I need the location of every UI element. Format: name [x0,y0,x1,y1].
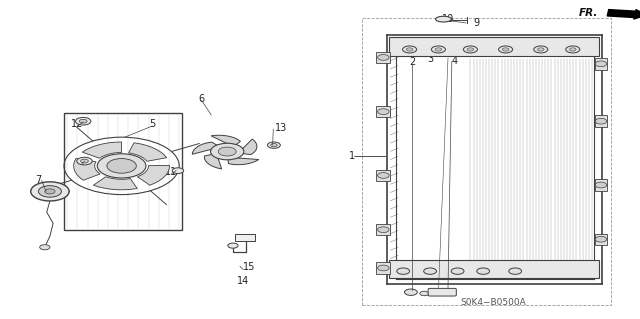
Circle shape [378,55,389,60]
Polygon shape [129,143,166,161]
Circle shape [463,46,477,53]
Circle shape [76,117,91,125]
Text: 1: 1 [349,151,355,161]
Bar [389,37,599,56]
Circle shape [403,46,417,53]
Ellipse shape [435,16,452,22]
Circle shape [79,119,87,123]
Bar [595,58,607,70]
Text: 3: 3 [427,54,433,64]
Circle shape [451,268,464,274]
Text: 7: 7 [35,175,42,185]
Circle shape [378,265,389,271]
Bar [376,52,390,63]
Circle shape [378,109,389,115]
Bar [362,18,611,305]
FancyBboxPatch shape [428,288,456,296]
Circle shape [228,243,238,248]
Circle shape [77,157,92,165]
Circle shape [211,143,244,160]
Text: 2: 2 [409,57,415,67]
Polygon shape [204,153,221,169]
Circle shape [97,154,146,178]
Text: 6: 6 [198,94,205,104]
Text: 11: 11 [165,167,178,177]
Bar [376,262,390,274]
Circle shape [268,142,280,148]
Bar [595,115,607,127]
Circle shape [81,159,88,163]
Circle shape [218,147,236,156]
Polygon shape [83,142,122,158]
Circle shape [31,182,69,201]
Bar [389,260,599,278]
Circle shape [420,291,429,296]
Circle shape [595,182,607,188]
Text: FR.: FR. [579,8,598,18]
Bar [376,170,390,181]
Polygon shape [192,142,220,154]
Circle shape [595,118,607,124]
Circle shape [502,48,509,51]
Bar [376,224,390,235]
Circle shape [499,46,513,53]
Polygon shape [138,166,170,185]
Circle shape [378,173,389,178]
Text: 12: 12 [70,119,83,130]
Circle shape [271,144,277,147]
Circle shape [172,168,184,174]
Text: S0K4−B0500A: S0K4−B0500A [460,298,525,307]
Circle shape [534,46,548,53]
Circle shape [397,268,410,274]
Circle shape [107,159,136,173]
Bar [376,106,390,117]
Circle shape [509,268,522,274]
Circle shape [566,46,580,53]
Circle shape [378,227,389,233]
Text: 8: 8 [79,158,85,168]
Circle shape [38,186,61,197]
Bar [595,179,607,191]
Text: 4: 4 [451,56,458,66]
FancyArrow shape [607,10,640,19]
Circle shape [406,48,413,51]
Bar [595,234,607,245]
Circle shape [431,46,445,53]
Circle shape [435,48,442,51]
Circle shape [570,48,576,51]
Circle shape [595,61,607,67]
Polygon shape [93,177,137,190]
Text: 15: 15 [243,262,255,272]
Text: 14: 14 [237,276,250,286]
Polygon shape [74,159,100,180]
Text: 5: 5 [149,119,156,130]
Text: 10: 10 [442,13,454,24]
Bar [235,234,255,241]
Circle shape [538,48,544,51]
Circle shape [404,289,417,295]
Text: 13: 13 [275,122,287,133]
Polygon shape [228,157,259,165]
Circle shape [40,245,50,250]
Circle shape [424,268,436,274]
Circle shape [477,268,490,274]
Circle shape [467,48,474,51]
Circle shape [45,189,55,194]
Polygon shape [211,135,241,147]
Text: 9: 9 [474,18,480,28]
Circle shape [595,236,607,242]
Polygon shape [238,139,257,155]
